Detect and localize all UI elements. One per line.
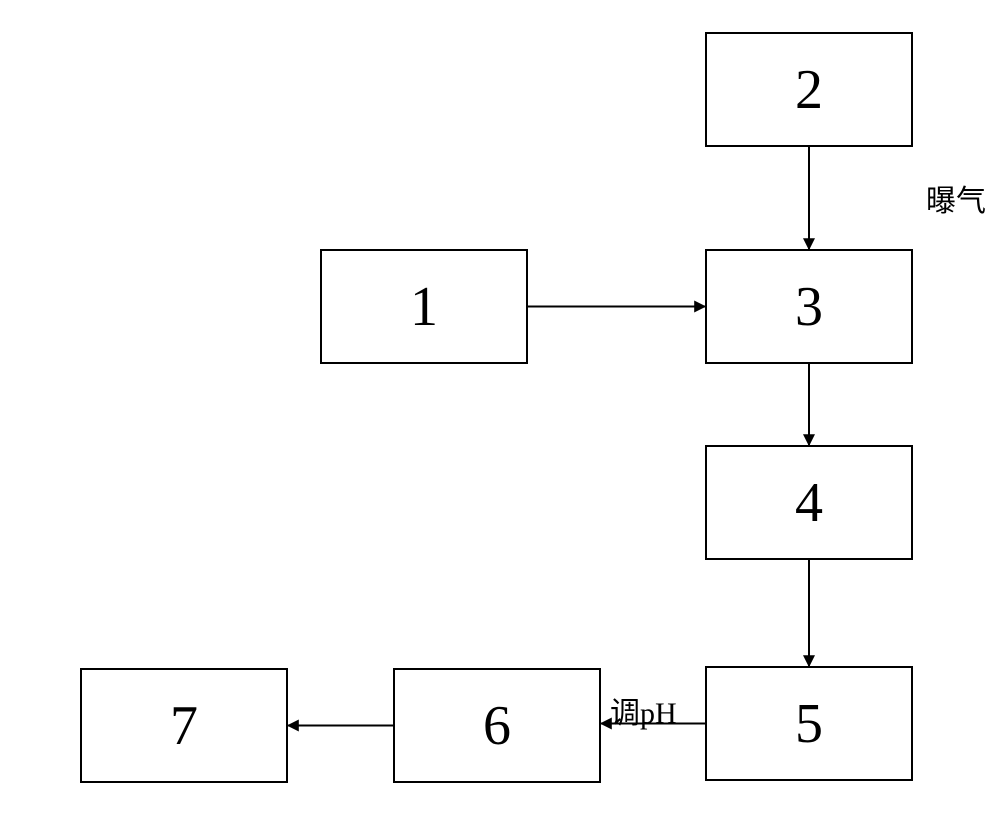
edge-label-n5-n6: 调pH [610, 688, 677, 732]
node-label: 5 [795, 692, 823, 756]
node-n7: 7 [80, 668, 288, 783]
node-n3: 3 [705, 249, 913, 364]
node-label: 1 [410, 275, 438, 339]
node-n1: 1 [320, 249, 528, 364]
node-label: 7 [170, 694, 198, 758]
node-n5: 5 [705, 666, 913, 781]
node-n4: 4 [705, 445, 913, 560]
node-n6: 6 [393, 668, 601, 783]
edge-label-n2-n3: 曝气 [926, 176, 986, 220]
node-label: 6 [483, 694, 511, 758]
node-label: 3 [795, 275, 823, 339]
flowchart-canvas: 1 2 3 4 5 6 7 曝气调pH [0, 0, 1000, 829]
node-label: 4 [795, 471, 823, 535]
node-label: 2 [795, 58, 823, 122]
node-n2: 2 [705, 32, 913, 147]
